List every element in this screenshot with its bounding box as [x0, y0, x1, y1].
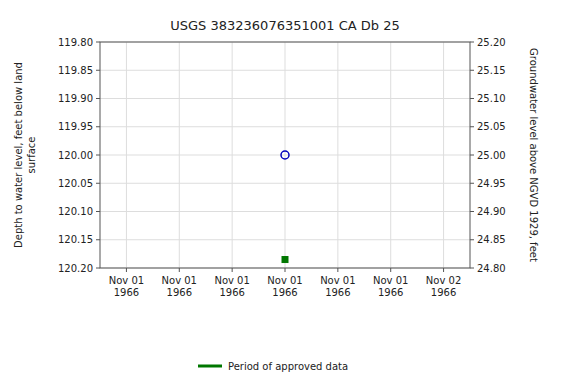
marks: [281, 151, 289, 263]
y2-tick: [470, 183, 474, 184]
y2-tick: [470, 211, 474, 212]
x-grid-line: [390, 42, 391, 268]
y-tick-label: 119.80: [58, 37, 93, 48]
y2-tick-label: 24.80: [477, 263, 506, 274]
x-tick-label: Nov 011966: [162, 275, 197, 298]
y-tick: [96, 183, 100, 184]
y-tick-label: 120.05: [58, 178, 93, 189]
x-tick: [126, 268, 127, 272]
x-tick: [232, 268, 233, 272]
y-tick-label: 120.15: [58, 234, 93, 245]
x-tick-label: Nov 011966: [267, 275, 302, 298]
y-axis-label: Depth to water level, feet below landsur…: [13, 62, 37, 248]
y2-tick-label: 25.05: [477, 121, 506, 132]
x-tick: [337, 268, 338, 272]
y2-tick-label: 25.20: [477, 37, 506, 48]
x-tick-label: Nov 011966: [214, 275, 249, 298]
y-tick: [96, 239, 100, 240]
y2-tick: [470, 239, 474, 240]
y-tick-label: 120.10: [58, 206, 93, 217]
x-grid-line: [443, 42, 444, 268]
y2-tick-label: 25.10: [477, 93, 506, 104]
y2-axis: 24.80 24.85 24.90 24.95 25.00 25.05 25.10 25.15…: [470, 37, 506, 274]
y2-tick-label: 25.00: [477, 150, 506, 161]
square-point: [282, 257, 288, 263]
x-tick: [443, 268, 444, 272]
x-tick: [390, 268, 391, 272]
y-tick: [96, 126, 100, 127]
grid: [100, 42, 470, 268]
y2-tick: [470, 268, 474, 269]
x-grid-line: [337, 42, 338, 268]
x-tick: [285, 268, 286, 272]
y2-axis-label: Groundwater level above NGVD 1929, feet: [528, 48, 539, 262]
x-tick-label: Nov 011966: [320, 275, 355, 298]
title: USGS 383236076351001 CA Db 25: [170, 18, 399, 33]
legend: Period of approved data: [198, 361, 348, 372]
y2-tick-label: 24.90: [477, 206, 506, 217]
x-axis: Nov 011966 Nov 011966 Nov 011966 Nov 011966…: [109, 268, 462, 298]
legend-label: Period of approved data: [228, 361, 348, 372]
x-tick-label: Nov 011966: [373, 275, 408, 298]
y2-tick: [470, 70, 474, 71]
plot-frame: [100, 42, 470, 268]
y-tick-label: 119.95: [58, 121, 93, 132]
x-grid-line: [232, 42, 233, 268]
x-grid-line: [179, 42, 180, 268]
y-tick-label: 119.90: [58, 93, 93, 104]
y2-tick: [470, 126, 474, 127]
y-tick: [96, 155, 100, 156]
y-tick: [96, 268, 100, 269]
legend-swatch: [198, 365, 222, 368]
y-tick-label: 119.85: [58, 65, 93, 76]
x-tick-label: Nov 011966: [109, 275, 144, 298]
y-tick: [96, 42, 100, 43]
x-grid-line: [285, 42, 286, 268]
circle-point: [281, 151, 289, 159]
x-tick: [179, 268, 180, 272]
y-axis: 119.80 119.85 119.90 119.95 120.00 120.05 120.…: [58, 37, 100, 274]
chart: 119.80 119.85 119.90 119.95 120.00 120.05 120.…: [0, 0, 576, 384]
x-grid-line: [126, 42, 127, 268]
x-tick-label: Nov 021966: [426, 275, 461, 298]
y-tick: [96, 70, 100, 71]
y2-tick-label: 24.85: [477, 234, 506, 245]
y2-tick: [470, 98, 474, 99]
y2-tick-label: 24.95: [477, 178, 506, 189]
y2-tick: [470, 155, 474, 156]
y-tick-label: 120.00: [58, 150, 93, 161]
y2-tick: [470, 42, 474, 43]
y-tick: [96, 98, 100, 99]
y-tick-label: 120.20: [58, 263, 93, 274]
y-tick: [96, 211, 100, 212]
y2-tick-label: 25.15: [477, 65, 506, 76]
